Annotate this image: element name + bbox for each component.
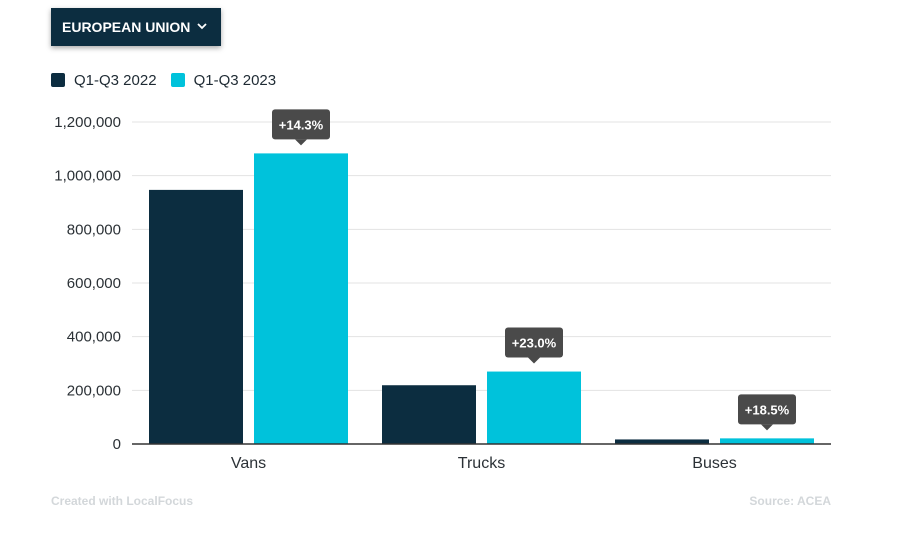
annotation-pointer — [295, 139, 307, 146]
change-annotation: +14.3% — [272, 109, 330, 146]
legend-label-2022: Q1-Q3 2022 — [74, 71, 157, 89]
bar-vans-2023 — [254, 153, 348, 444]
legend-swatch-2022 — [51, 73, 65, 87]
y-tick-label: 400,000 — [67, 329, 121, 346]
bar-buses-2022 — [615, 439, 709, 444]
region-dropdown-label: EUROPEAN UNION — [62, 19, 191, 35]
x-tick-label: Trucks — [458, 455, 505, 472]
region-dropdown-button[interactable]: EUROPEAN UNION — [51, 8, 221, 46]
legend-swatch-2023 — [170, 73, 185, 87]
y-tick-label: 1,000,000 — [54, 168, 121, 185]
annotation-label: +23.0% — [512, 336, 557, 351]
x-tick-label: Vans — [231, 455, 266, 472]
chart-legend: Q1-Q3 2022 Q1-Q3 2023 — [51, 70, 290, 90]
bar-trucks-2022 — [382, 385, 476, 444]
y-tick-label: 200,000 — [67, 382, 121, 399]
annotation-box — [738, 394, 796, 425]
y-tick-label: 600,000 — [67, 275, 121, 292]
annotation-label: +18.5% — [745, 402, 790, 417]
bar-buses-2023 — [720, 438, 814, 444]
legend-item-2022[interactable]: Q1-Q3 2022 — [51, 72, 157, 89]
y-tick-label: 0 — [113, 436, 121, 453]
annotation-pointer — [528, 357, 540, 364]
annotation-box — [505, 327, 563, 358]
bar-trucks-2023 — [487, 371, 581, 444]
y-tick-label: 1,200,000 — [54, 114, 121, 131]
annotation-box — [272, 109, 330, 140]
source-text: Source: ACEA — [749, 494, 831, 508]
annotation-label: +14.3% — [279, 117, 324, 132]
annotation-pointer — [761, 424, 773, 431]
x-tick-label: Buses — [692, 455, 736, 472]
y-tick-label: 800,000 — [67, 221, 121, 238]
legend-item-2023[interactable]: Q1-Q3 2023 — [170, 71, 277, 89]
bar-vans-2022 — [149, 189, 243, 444]
chevron-down-icon — [197, 23, 207, 30]
change-annotation: +23.0% — [505, 327, 563, 364]
credit-text: Created with LocalFocus — [51, 494, 194, 508]
change-annotation: +18.5% — [738, 394, 796, 431]
legend-label-2023: Q1-Q3 2023 — [193, 71, 277, 89]
